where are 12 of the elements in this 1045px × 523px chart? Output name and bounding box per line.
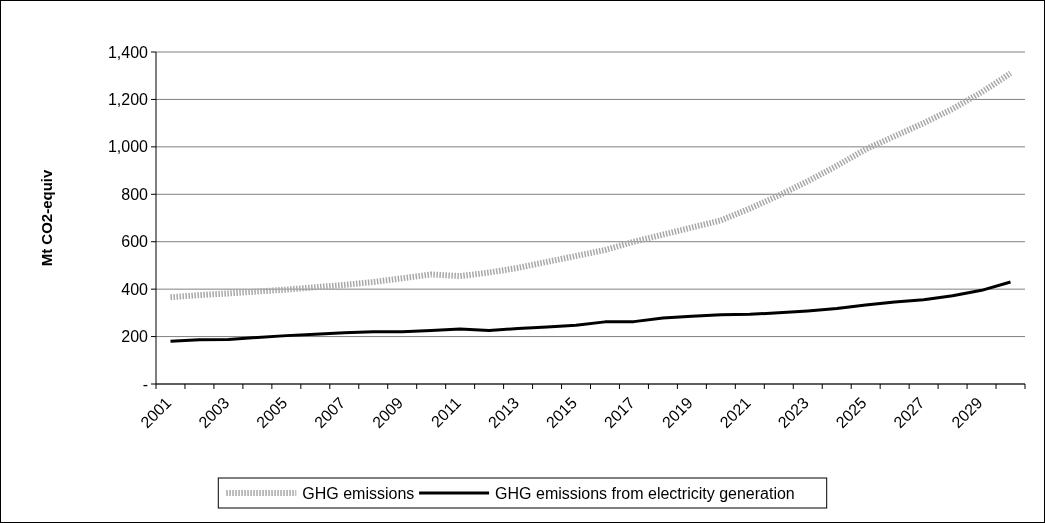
legend-label: GHG emissions from electricity generation (495, 484, 795, 502)
y-tick-label: 200 (121, 328, 149, 346)
y-tick-label: 400 (121, 280, 149, 298)
y-tick-label: 1,200 (107, 91, 149, 109)
line-series (168, 280, 1013, 343)
y-axis-title: Mt CO2-equiv (38, 169, 55, 267)
y-tick-label: - (142, 375, 148, 393)
y-tick-label: 800 (121, 185, 149, 203)
y-tick-label: 1,000 (107, 138, 149, 156)
y-tick-label: 1,400 (107, 43, 149, 61)
legend-label: GHG emissions (302, 484, 415, 502)
y-tick-label: 600 (121, 233, 149, 251)
